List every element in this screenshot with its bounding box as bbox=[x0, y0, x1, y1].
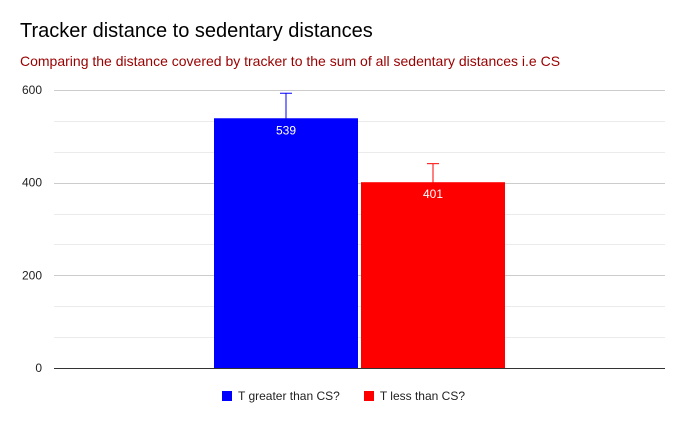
chart-subtitle: Comparing the distance covered by tracke… bbox=[20, 53, 561, 69]
legend-label-t-less: T less than CS? bbox=[379, 389, 465, 403]
chart-legend: T greater than CS? T less than CS? bbox=[0, 389, 687, 403]
chart-title: Tracker distance to sedentary distances bbox=[20, 20, 373, 42]
legend-swatch-blue bbox=[222, 391, 232, 401]
legend-item-t-greater[interactable]: T greater than CS? bbox=[222, 389, 340, 403]
y-tick-label: 400 bbox=[22, 176, 42, 190]
y-tick-label: 200 bbox=[22, 268, 42, 282]
legend-label-t-greater: T greater than CS? bbox=[238, 389, 340, 403]
legend-swatch-red bbox=[363, 391, 374, 401]
legend-item-t-less[interactable]: T less than CS? bbox=[363, 389, 465, 403]
y-tick-label: 0 bbox=[35, 361, 42, 375]
data-label: 539 bbox=[276, 123, 296, 137]
bar bbox=[214, 118, 358, 368]
y-tick-label: 600 bbox=[22, 83, 42, 97]
bar bbox=[361, 182, 505, 368]
data-label: 401 bbox=[423, 187, 443, 201]
